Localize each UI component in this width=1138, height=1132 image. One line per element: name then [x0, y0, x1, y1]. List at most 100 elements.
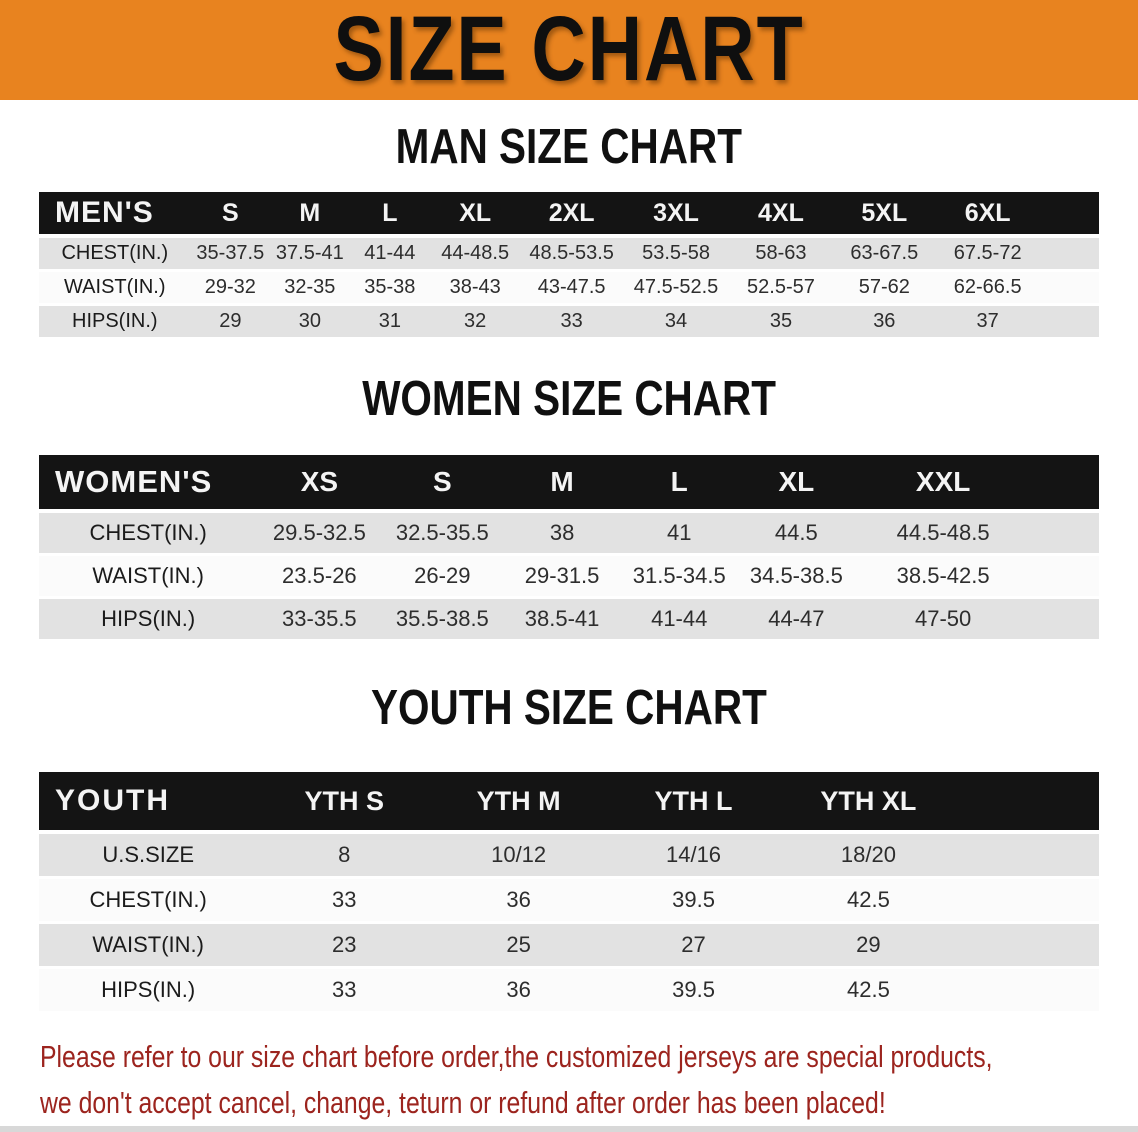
banner-title: SIZE CHART — [333, 0, 805, 101]
man-size-chart-heading: MAN SIZE CHART — [395, 118, 743, 174]
size-column-header: YTH S — [257, 772, 432, 834]
size-value: 35 — [729, 306, 833, 340]
table-row: CHEST(IN.) 29.5-32.5 32.5-35.5 38 41 44.5 44.5… — [39, 513, 1099, 556]
size-column-header — [1039, 192, 1099, 238]
header-row: WOMEN'S XS S M L XL XXL — [39, 455, 1099, 513]
size-column-header: 6XL — [935, 192, 1040, 238]
size-value: 44-47 — [737, 599, 856, 642]
youth-size-table: YOUTH YTH S YTH M YTH L YTH XL U.S.SIZE 8 10/12… — [39, 772, 1099, 1014]
size-value: 32-35 — [270, 272, 350, 306]
size-value: 38.5-41 — [503, 599, 621, 642]
size-value: 32 — [430, 306, 521, 340]
size-column-header — [955, 772, 1099, 834]
size-column-header: XL — [737, 455, 856, 513]
size-value: 36 — [431, 879, 607, 924]
size-column-header — [1031, 455, 1099, 513]
youth-size-table-section: YOUTH YTH S YTH M YTH L YTH XL U.S.SIZE 8 10/12… — [39, 772, 1099, 1014]
size-column-header: L — [349, 192, 431, 238]
table-row: HIPS(IN.) 29 30 31 32 33 34 35 36 37 — [39, 306, 1099, 340]
size-column-header: YTH L — [606, 772, 781, 834]
size-value: 52.5-57 — [729, 272, 833, 306]
size-column-header: XS — [257, 455, 382, 513]
size-column-header: 5XL — [832, 192, 936, 238]
size-value: 10/12 — [431, 834, 607, 879]
women-size-table-section: WOMEN'S XS S M L XL XXL CHEST(IN.) 29.5-32.5 32.5… — [39, 455, 1099, 642]
row-label: WAIST(IN.) — [39, 924, 258, 969]
table-row: WAIST(IN.) 23.5-26 26-29 29-31.5 31.5-34.5 34… — [39, 556, 1099, 599]
size-value: 33 — [257, 969, 432, 1014]
table-row: U.S.SIZE 8 10/12 14/16 18/20 — [39, 834, 1099, 879]
size-column-header: YTH XL — [780, 772, 956, 834]
size-value: 58-63 — [729, 238, 833, 272]
disclaimer-note: Please refer to our size chart before or… — [0, 1014, 1138, 1126]
size-value: 34.5-38.5 — [737, 556, 856, 599]
size-value: 57-62 — [832, 272, 936, 306]
row-label: CHEST(IN.) — [39, 879, 258, 924]
size-value: 29.5-32.5 — [257, 513, 382, 556]
row-label: HIPS(IN.) — [39, 969, 258, 1014]
row-label: CHEST(IN.) — [39, 513, 258, 556]
size-value: 41-44 — [620, 599, 738, 642]
size-value: 33 — [520, 306, 624, 340]
size-column-header: YTH M — [431, 772, 607, 834]
size-column-header: M — [503, 455, 621, 513]
size-value: 36 — [431, 969, 607, 1014]
size-value — [955, 879, 1099, 924]
table-row: HIPS(IN.) 33-35.5 35.5-38.5 38.5-41 41-44 44-… — [39, 599, 1099, 642]
size-value: 67.5-72 — [935, 238, 1040, 272]
size-value: 62-66.5 — [935, 272, 1040, 306]
women-size-chart-heading: WOMEN SIZE CHART — [362, 369, 776, 426]
bottom-edge-strip — [0, 1126, 1138, 1132]
size-value: 30 — [270, 306, 350, 340]
table-title-cell: WOMEN'S — [39, 455, 258, 513]
size-value: 42.5 — [780, 879, 956, 924]
size-value: 63-67.5 — [832, 238, 936, 272]
size-value: 41 — [620, 513, 738, 556]
size-value: 26-29 — [381, 556, 504, 599]
size-value: 25 — [431, 924, 607, 969]
table-row: CHEST(IN.) 35-37.5 37.5-41 41-44 44-48.5 48.5… — [39, 238, 1099, 272]
size-value: 14/16 — [606, 834, 781, 879]
size-column-header: XL — [430, 192, 521, 238]
size-value — [1031, 513, 1099, 556]
size-value: 18/20 — [780, 834, 956, 879]
size-value: 29-32 — [190, 272, 271, 306]
size-value — [1039, 272, 1099, 306]
size-value — [1031, 599, 1099, 642]
size-value: 36 — [832, 306, 936, 340]
row-label: U.S.SIZE — [39, 834, 258, 879]
womens-size-table: WOMEN'S XS S M L XL XXL CHEST(IN.) 29.5-32.5 32.5… — [39, 455, 1099, 642]
size-value: 44.5 — [737, 513, 856, 556]
man-section-heading-wrap: MAN SIZE CHART — [0, 100, 1138, 192]
youth-size-chart-heading: YOUTH SIZE CHART — [371, 679, 767, 735]
size-value: 43-47.5 — [520, 272, 624, 306]
size-value: 42.5 — [780, 969, 956, 1014]
size-value: 48.5-53.5 — [520, 238, 624, 272]
size-column-header: 2XL — [520, 192, 624, 238]
women-section-heading-wrap: WOMEN SIZE CHART — [0, 340, 1138, 455]
size-value — [955, 834, 1099, 879]
size-value: 39.5 — [606, 879, 781, 924]
size-value: 23.5-26 — [257, 556, 382, 599]
size-value: 38 — [503, 513, 621, 556]
size-value: 29-31.5 — [503, 556, 621, 599]
youth-section-heading-wrap: YOUTH SIZE CHART — [0, 642, 1138, 772]
size-value: 32.5-35.5 — [381, 513, 504, 556]
header-row: YOUTH YTH S YTH M YTH L YTH XL — [39, 772, 1099, 834]
table-title-cell: YOUTH — [39, 772, 258, 834]
man-size-table-section: MEN'S S M L XL 2XL 3XL 4XL 5XL 6XL CHEST(IN.) 35-37… — [39, 192, 1099, 340]
size-value: 38-43 — [430, 272, 521, 306]
size-value: 37 — [935, 306, 1040, 340]
size-column-header: 4XL — [729, 192, 833, 238]
table-row: CHEST(IN.) 33 36 39.5 42.5 — [39, 879, 1099, 924]
row-label: HIPS(IN.) — [39, 599, 258, 642]
size-column-header: M — [270, 192, 350, 238]
size-value: 29 — [190, 306, 271, 340]
size-value: 53.5-58 — [623, 238, 730, 272]
size-value — [955, 924, 1099, 969]
table-title-cell: MEN'S — [39, 192, 191, 238]
row-label: CHEST(IN.) — [39, 238, 191, 272]
table-row: WAIST(IN.) 29-32 32-35 35-38 38-43 43-47.5 47.… — [39, 272, 1099, 306]
size-value: 34 — [623, 306, 730, 340]
size-value: 8 — [257, 834, 432, 879]
